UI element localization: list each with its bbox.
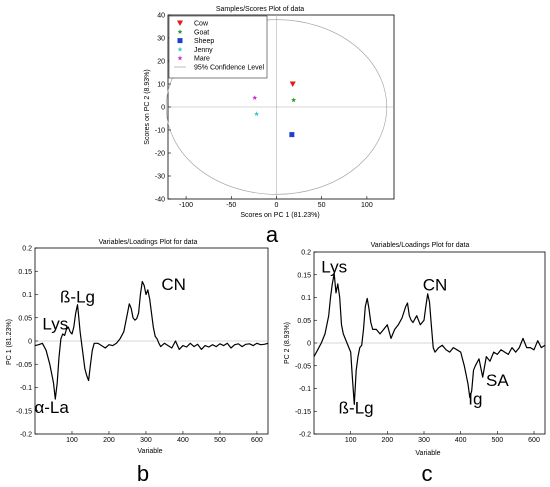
- annotation-3: α-La: [34, 398, 69, 417]
- y-tick-label: 0.05: [297, 318, 311, 325]
- annotation-3: SA: [486, 371, 509, 390]
- y-tick-label: 0.1: [301, 295, 311, 302]
- loadings-pc1-plot: Variables/Loadings Plot for data 100 200 3…: [6, 239, 269, 455]
- legend-marker-cow: [177, 20, 183, 26]
- scores-plot: Samples/Scores Plot of data -100 -50 0 50 10…: [144, 6, 395, 219]
- annotation-2: ß-Lg: [339, 399, 374, 418]
- x-tick-label: 200: [381, 437, 393, 444]
- y-tick-label: 0.05: [18, 315, 32, 322]
- loading-line: [34, 280, 269, 400]
- y-tick-label: -0.15: [295, 409, 311, 416]
- x-tick-label: 600: [251, 437, 263, 444]
- x-tick-label: -100: [179, 202, 193, 209]
- y-tick-label: 0.2: [301, 250, 311, 257]
- annotation-2: CN: [161, 275, 186, 294]
- panel-label-c: c: [422, 461, 433, 486]
- confidence-ellipse: [165, 19, 388, 195]
- scores-plot-xlabel: Scores on PC 1 (81.23%): [240, 212, 319, 219]
- x-tick-label: 400: [177, 437, 189, 444]
- x-tick-label: 500: [491, 437, 503, 444]
- x-tick-label: 100: [345, 437, 357, 444]
- y-tick-label: -0.05: [16, 362, 32, 369]
- y-tick-label: -0.15: [16, 408, 32, 415]
- loadings-pc2-ylabel: PC 2 (8.93%): [284, 322, 291, 364]
- legend-marker-sheep: [177, 38, 183, 44]
- y-tick-label: 0: [307, 341, 311, 348]
- y-tick-label: 10: [157, 82, 165, 89]
- y-tick-label: -30: [155, 174, 165, 181]
- point-jenny: [254, 111, 260, 116]
- legend-marker-jenny: [177, 46, 183, 52]
- annotation-1: CN: [423, 276, 448, 295]
- y-tick-label: -0.2: [299, 432, 311, 439]
- legend-label-jenny: Jenny: [194, 47, 213, 54]
- y-tick-label: 30: [157, 36, 165, 43]
- legend-label-goat: Goat: [194, 29, 209, 36]
- legend-marker-mare: [177, 55, 183, 61]
- point-mare: [252, 95, 258, 100]
- y-tick-label: 0.15: [18, 269, 32, 276]
- point-goat: [291, 97, 297, 103]
- loadings-pc1-xlabel: Variable: [137, 448, 162, 455]
- x-tick-label: 0: [275, 202, 279, 209]
- x-tick-label: -50: [226, 202, 236, 209]
- x-tick-label: 300: [140, 437, 152, 444]
- x-tick-label: 50: [318, 202, 326, 209]
- loadings-pc1-title: Variables/Loadings Plot for data: [99, 239, 198, 246]
- legend-label-sheep: Sheep: [194, 38, 214, 45]
- annotation-0: Lys: [42, 314, 68, 333]
- x-tick-label: 100: [361, 202, 373, 209]
- x-tick-label: 500: [214, 437, 226, 444]
- y-tick-label: 0.1: [22, 292, 32, 299]
- loadings-pc1-ylabel: PC 1 (81.23%): [6, 319, 13, 365]
- loading-line: [313, 273, 546, 405]
- loadings-pc2-title: Variables/Loadings Plot for data: [371, 242, 470, 249]
- legend-box: [168, 15, 268, 79]
- y-tick-label: 40: [157, 13, 165, 20]
- y-tick-label: 0.15: [297, 272, 311, 279]
- point-cow: [289, 81, 296, 87]
- y-tick-label: 20: [157, 59, 165, 66]
- y-tick-label: -0.1: [299, 386, 311, 393]
- scores-plot-title: Samples/Scores Plot of data: [216, 6, 304, 13]
- annotation-4: Ig: [468, 389, 482, 408]
- legend-label-confidence: 95% Confidence Level: [194, 65, 264, 72]
- loadings-pc2-xlabel: Variable: [415, 450, 440, 457]
- annotation-0: Lys: [321, 257, 347, 276]
- y-tick-label: -40: [155, 197, 165, 204]
- y-tick-label: -20: [155, 151, 165, 158]
- panel-label-a: a: [266, 222, 279, 247]
- y-tick-label: -0.2: [20, 432, 32, 439]
- x-tick-label: 600: [528, 437, 540, 444]
- panel-label-b: b: [137, 461, 149, 486]
- x-tick-label: 100: [66, 437, 78, 444]
- legend-label-mare: Mare: [194, 56, 210, 63]
- loadings-pc2-plot: Variables/Loadings Plot for data 100 200 3…: [284, 242, 546, 457]
- x-tick-label: 400: [455, 437, 467, 444]
- x-tick-label: 200: [103, 437, 115, 444]
- y-tick-label: -10: [155, 128, 165, 135]
- annotation-1: ß-Lg: [60, 287, 95, 306]
- y-tick-label: 0: [161, 105, 165, 112]
- legend-marker-goat: [177, 29, 183, 34]
- y-tick-label: 0.2: [22, 246, 32, 253]
- x-tick-label: 300: [418, 437, 430, 444]
- legend-label-cow: Cow: [194, 21, 209, 28]
- scores-plot-ylabel: Scores on PC 2 (8.93%): [144, 69, 151, 144]
- y-tick-label: 0: [28, 339, 32, 346]
- y-tick-label: -0.05: [295, 363, 311, 370]
- y-tick-label: -0.1: [20, 385, 32, 392]
- point-sheep: [289, 132, 295, 138]
